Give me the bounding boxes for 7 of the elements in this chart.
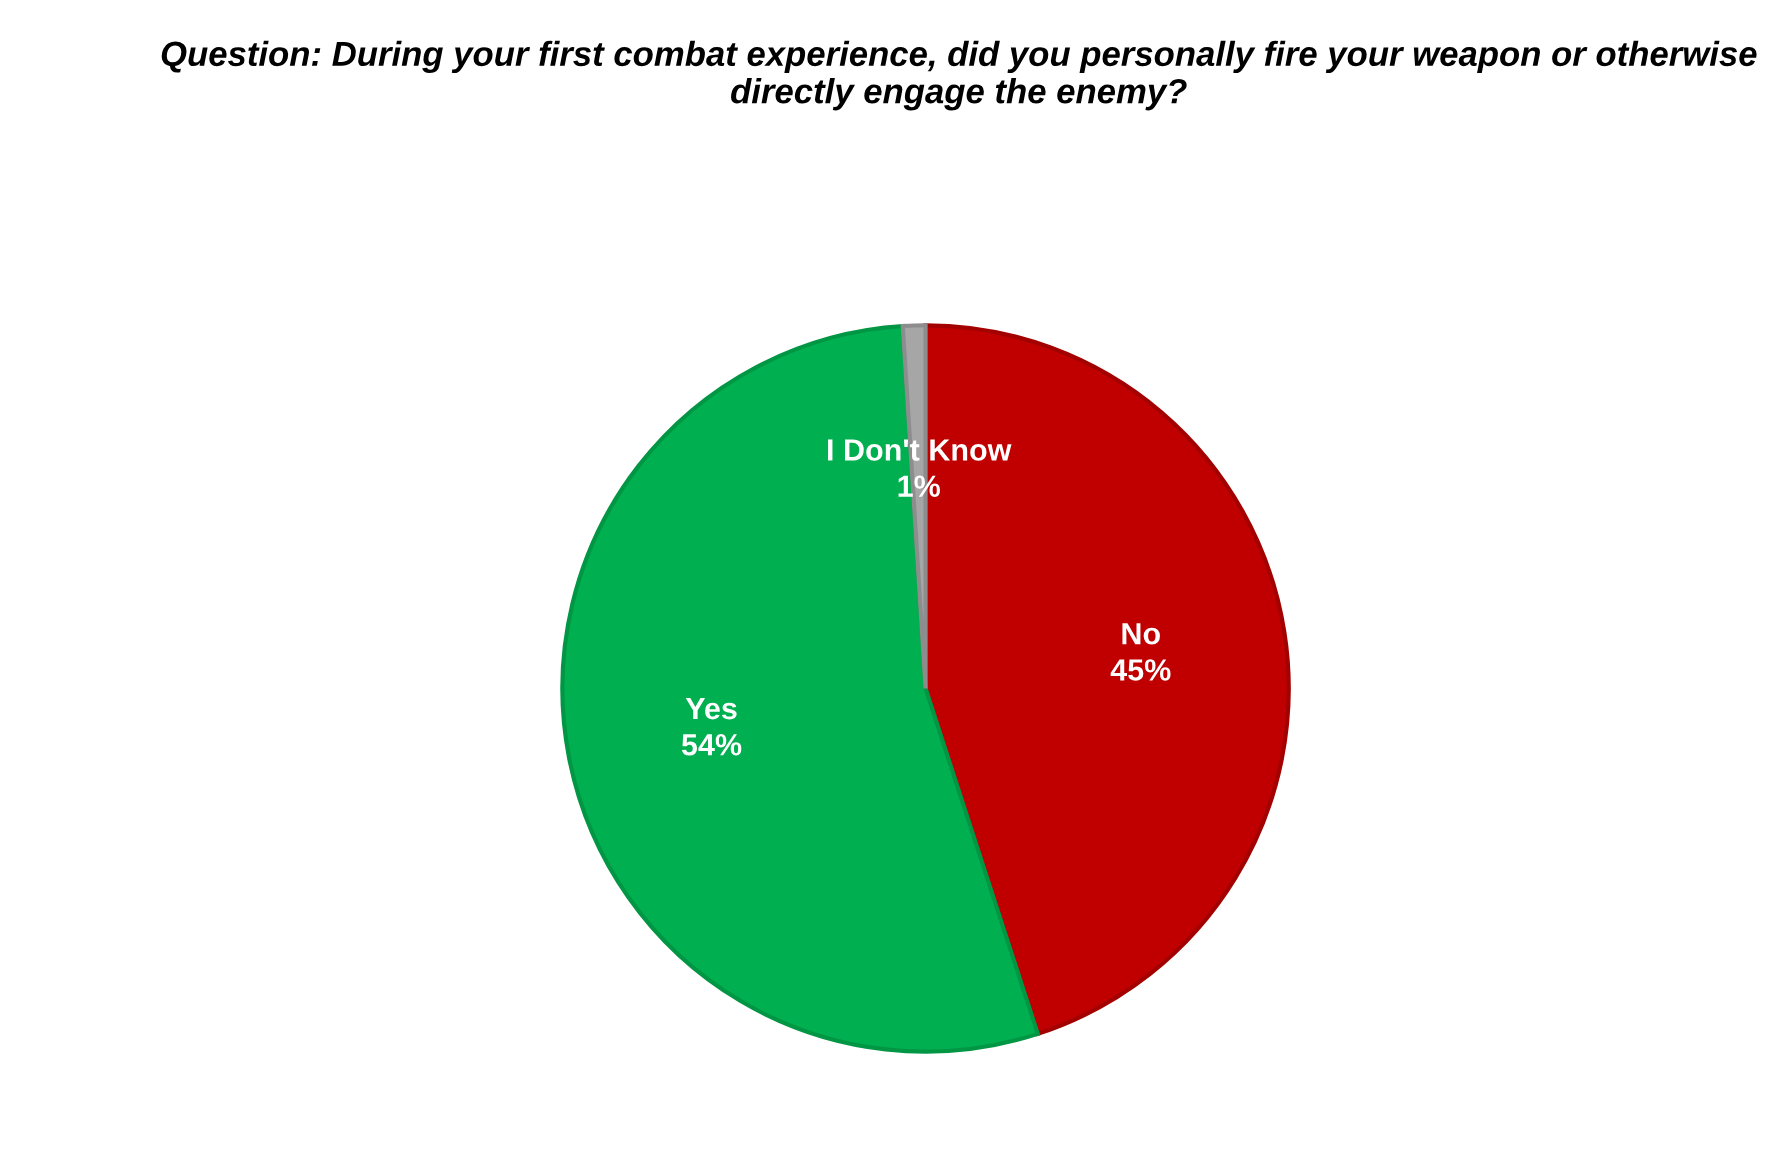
- data-label: 54%: [681, 734, 742, 756]
- pie-slice: [560, 323, 1040, 1054]
- slice-label: Yes: [685, 698, 737, 720]
- slice-label: No: [1122, 623, 1160, 645]
- chart-title: Question: During your first combat experience, did you personally fire your weapon or otherwise directly engage the enemy?: [161, 40, 1757, 111]
- data-label: 1%: [898, 475, 940, 497]
- data-label: 45%: [1110, 659, 1171, 681]
